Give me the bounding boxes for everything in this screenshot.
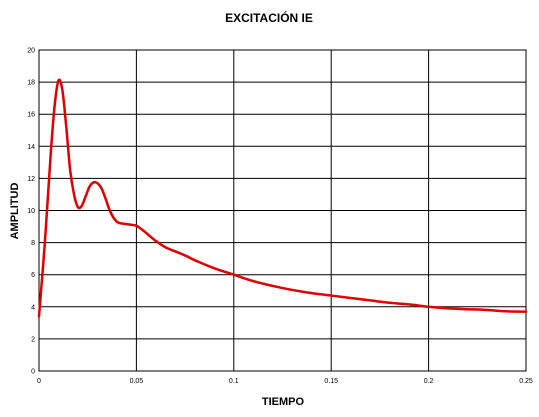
y-tick-label: 0 bbox=[31, 369, 35, 376]
data-point bbox=[369, 299, 371, 301]
data-point bbox=[466, 308, 469, 310]
x-axis-label: TIEMPO bbox=[262, 396, 305, 408]
y-tick-label: 14 bbox=[27, 144, 35, 151]
data-point bbox=[38, 315, 40, 318]
x-tick-label: 0.1 bbox=[229, 378, 239, 385]
data-point bbox=[184, 254, 186, 257]
data-point bbox=[120, 222, 122, 224]
data-point bbox=[155, 240, 157, 242]
x-tick-label: 0.25 bbox=[519, 378, 533, 385]
data-point bbox=[89, 185, 91, 188]
data-point bbox=[131, 224, 134, 226]
data-point bbox=[213, 267, 215, 269]
data-point bbox=[350, 297, 352, 299]
data-point bbox=[96, 182, 99, 184]
x-axis-ticks: 0 0.05 0.1 0.15 0.2 0.25 bbox=[37, 378, 533, 385]
y-tick-label: 12 bbox=[27, 176, 35, 183]
data-point bbox=[85, 195, 87, 197]
data-point bbox=[252, 280, 254, 282]
data-point bbox=[147, 233, 149, 236]
data-point bbox=[233, 274, 235, 276]
y-tick-label: 16 bbox=[27, 112, 35, 119]
y-axis-label: AMPLITUD bbox=[9, 183, 21, 240]
data-point bbox=[291, 289, 293, 291]
data-point bbox=[108, 208, 110, 210]
data-point bbox=[104, 197, 106, 199]
data-point bbox=[116, 221, 118, 223]
x-tick-label: 0.15 bbox=[324, 378, 338, 385]
data-point bbox=[486, 309, 488, 311]
data-point bbox=[428, 306, 430, 308]
data-point bbox=[53, 105, 56, 107]
data-point bbox=[65, 126, 67, 128]
data-point bbox=[81, 205, 83, 207]
data-point bbox=[505, 310, 508, 312]
y-tick-label: 18 bbox=[27, 80, 35, 87]
y-tick-label: 2 bbox=[31, 336, 35, 343]
grid bbox=[38, 49, 527, 372]
data-point bbox=[311, 292, 313, 294]
data-point bbox=[61, 89, 63, 91]
x-tick-label: 0 bbox=[37, 378, 41, 385]
data-point bbox=[112, 216, 114, 218]
data-point bbox=[100, 187, 102, 189]
data-point bbox=[525, 311, 527, 313]
data-point bbox=[272, 285, 274, 287]
x-tick-label: 0.05 bbox=[130, 378, 144, 385]
data-point bbox=[141, 229, 143, 231]
y-tick-label: 20 bbox=[27, 48, 35, 55]
data-point bbox=[92, 181, 95, 184]
series-line bbox=[37, 78, 528, 318]
data-point bbox=[44, 242, 46, 244]
chart-title: EXCITACIÓN IE bbox=[225, 10, 313, 25]
data-points bbox=[38, 79, 527, 318]
data-point bbox=[194, 259, 196, 261]
y-tick-label: 10 bbox=[27, 208, 35, 215]
x-tick-label: 0.2 bbox=[424, 378, 434, 385]
data-point bbox=[50, 153, 52, 155]
plot-area bbox=[38, 49, 527, 372]
data-point bbox=[73, 193, 75, 196]
data-point bbox=[389, 302, 391, 304]
data-point bbox=[69, 169, 71, 171]
data-point bbox=[447, 307, 449, 309]
data-point bbox=[135, 225, 137, 227]
data-point bbox=[408, 303, 410, 305]
data-point bbox=[77, 206, 79, 208]
data-point bbox=[330, 294, 332, 297]
data-point bbox=[165, 246, 167, 249]
data-point bbox=[174, 250, 176, 253]
y-axis-ticks: 0 2 4 6 8 10 12 14 16 18 20 bbox=[27, 48, 35, 376]
data-point bbox=[126, 223, 128, 225]
y-tick-label: 6 bbox=[31, 272, 35, 279]
data-point bbox=[57, 79, 60, 82]
y-tick-label: 8 bbox=[31, 240, 35, 247]
y-tick-label: 4 bbox=[31, 304, 35, 311]
